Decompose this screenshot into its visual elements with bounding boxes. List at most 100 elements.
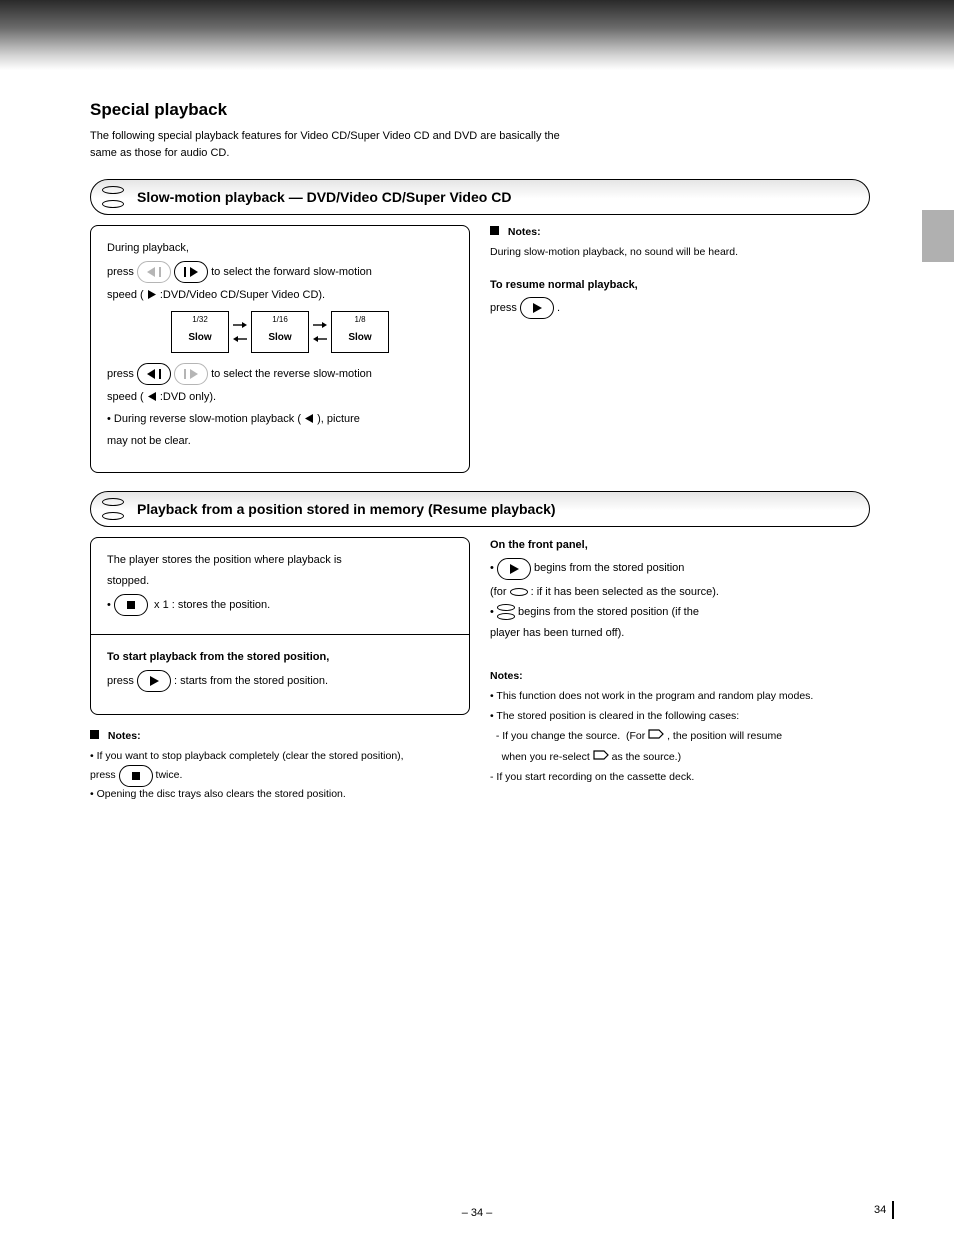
section-bar-slow: Slow-motion playback — DVD/Video CD/Supe…: [90, 179, 870, 215]
bn-head: Notes:: [90, 729, 470, 745]
footer-line-icon: [892, 1201, 894, 1219]
resume-stop-line: • x 1 : stores the position.: [107, 594, 270, 616]
r-play-note4: player has been turned off).: [490, 625, 850, 642]
r-note-b4: - If you start recording on the cassette…: [490, 770, 850, 786]
speed-box-2: 1/16 Slow: [251, 311, 309, 353]
page-content: Special playback The following special p…: [0, 70, 954, 803]
tag-icon: [593, 750, 609, 766]
fwd-tri-icon: [147, 288, 157, 305]
rev-step-button[interactable]: [137, 363, 171, 385]
speed-arrows-1: [233, 321, 247, 343]
speed-box-1: 1/32 Slow: [171, 311, 229, 353]
resume-right: On the front panel, • begins from the st…: [470, 537, 850, 802]
bn-line2b: twice.: [156, 768, 183, 784]
bn-line1: • If you want to stop playback completel…: [90, 749, 470, 765]
slow-notes-title: Notes:: [508, 226, 541, 238]
r-pn2a: (for: [490, 584, 507, 601]
resume-top1: The player stores the position where pla…: [107, 552, 453, 569]
play-button[interactable]: [520, 297, 554, 319]
fwd-text-2-row: speed ( :DVD/Video CD/Super Video CD).: [107, 287, 453, 305]
rev-text-2a: speed (: [107, 391, 144, 403]
play-press-label: press: [107, 673, 137, 690]
disc-small-icon: [510, 588, 528, 596]
resume-panel: The player stores the position where pla…: [90, 537, 470, 715]
slow-rev-row: press to select the reverse slow-motion: [107, 363, 453, 385]
slow-note-body: During slow-motion playback, no sound wi…: [490, 245, 850, 261]
r-nb2b: , the position will resume: [664, 729, 782, 745]
slow-intro: During playback,: [107, 240, 453, 257]
slow-fwd-row: press to select the forward slow-motion: [107, 261, 453, 283]
square-bullet-icon: [90, 730, 99, 739]
r-nb2a: - If you change the source. (For: [490, 729, 648, 745]
bn-line2: press twice.: [90, 765, 182, 787]
r-notes-title: Notes:: [490, 669, 850, 685]
fwd-press-label: press: [107, 266, 134, 278]
page-subtitle-2: same as those for audio CD.: [90, 145, 954, 162]
r-play-note3: • begins from the stored position (if th…: [490, 604, 699, 621]
play-button[interactable]: [137, 670, 171, 692]
rev-press-label: press: [107, 368, 134, 380]
r-pn1: begins from the stored position: [531, 560, 684, 577]
page-title: Special playback: [90, 100, 954, 120]
resume-top2: stopped.: [107, 573, 453, 590]
r-dot: •: [490, 560, 497, 577]
speed-boxes: 1/32 Slow 1/16 Slow: [107, 311, 453, 353]
slow-resume-period: .: [554, 300, 560, 317]
page-number: 34: [874, 1204, 886, 1216]
rev-note-tri-icon: [304, 412, 314, 429]
section-title-slow: Slow-motion playback — DVD/Video CD/Supe…: [137, 189, 511, 205]
fwd-step-button-dimmed: [174, 363, 208, 385]
tag-icon: [648, 729, 664, 745]
fwd-text-2: speed (: [107, 289, 144, 301]
slow-notes-sq: Notes:: [490, 225, 850, 241]
fwd-text-1: to select the forward slow-motion: [211, 266, 372, 278]
slow-body: During playback, press to select the for…: [90, 225, 870, 473]
slow-resume-body: press .: [490, 297, 560, 319]
rev-step-button-dimmed: [137, 261, 171, 283]
bn-line2a: press: [90, 768, 116, 784]
speed-box-3: 1/8 Slow: [331, 311, 389, 353]
bn-title: Notes:: [108, 730, 141, 742]
r-bullet: On the front panel,: [490, 537, 850, 554]
r-note-a: • This function does not work in the pro…: [490, 689, 850, 705]
rev-text-2-row: speed ( :DVD only).: [107, 389, 453, 407]
play-button[interactable]: [497, 558, 531, 580]
section-title-resume: Playback from a position stored in memor…: [137, 501, 556, 517]
rev-text-2b: :DVD only).: [160, 391, 216, 403]
fwd-step-button[interactable]: [174, 261, 208, 283]
header-gradient: [0, 0, 954, 70]
rev-note2: may not be clear.: [107, 433, 453, 450]
page-footer-right: 34: [874, 1201, 894, 1219]
section-bar-resume: Playback from a position stored in memor…: [90, 491, 870, 527]
bullet-dot: •: [107, 597, 114, 614]
double-disc-icon: [497, 604, 515, 620]
r-play-note1: • begins from the stored position: [490, 558, 684, 580]
rev-text-1: to select the reverse slow-motion: [211, 368, 372, 380]
resume-body: The player stores the position where pla…: [90, 537, 870, 802]
slow-resume-title: To resume normal playback,: [490, 277, 850, 294]
page-footer-center: – 34 –: [0, 1207, 954, 1219]
r-nb3b: as the source.): [609, 750, 681, 766]
slow-right: Notes: During slow-motion playback, no s…: [470, 225, 850, 473]
rev-note-a: • During reverse slow-motion playback (: [107, 413, 301, 425]
disc-icon: [99, 186, 127, 208]
slow-panel: During playback, press to select the for…: [90, 225, 470, 473]
r-note-b2: - If you change the source. (For , the p…: [490, 729, 782, 745]
disc-icon: [99, 498, 127, 520]
r-pn3b: begins from the stored position (if the: [518, 604, 699, 621]
stop-button[interactable]: [114, 594, 148, 616]
rev-note-b: ), picture: [317, 413, 360, 425]
r-note-b3: when you re-select as the source.): [490, 750, 681, 766]
page-subtitle-1: The following special playback features …: [90, 128, 954, 145]
r-note-b1: • The stored position is cleared in the …: [490, 709, 850, 725]
speed-arrows-2: [313, 321, 327, 343]
slow-resume-press: press: [490, 300, 520, 317]
stop-button[interactable]: [119, 765, 153, 787]
r-pn2b: : if it has been selected as the source)…: [531, 584, 719, 601]
square-bullet-icon: [490, 226, 499, 235]
rev-tri-icon: [147, 390, 157, 407]
fwd-text-2b: :DVD/Video CD/Super Video CD).: [160, 289, 325, 301]
resume-bottom-title: To start playback from the stored positi…: [107, 649, 453, 666]
play-rest: : starts from the stored position.: [171, 673, 328, 690]
resume-bottom-notes: Notes: • If you want to stop playback co…: [90, 729, 470, 802]
